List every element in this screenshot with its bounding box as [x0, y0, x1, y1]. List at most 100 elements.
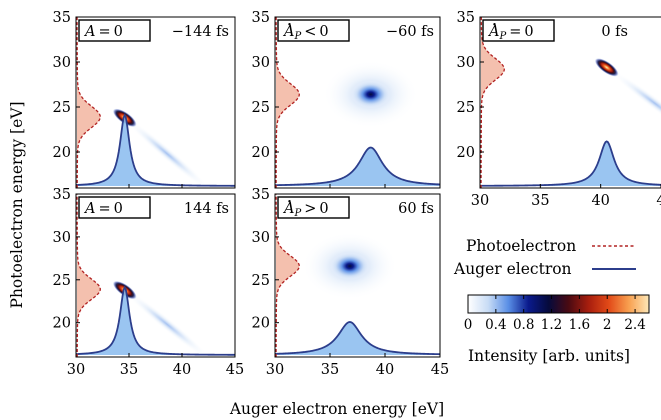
panel-label-variable: A [83, 24, 95, 40]
auger-line [275, 321, 440, 356]
auger-fill [480, 141, 661, 186]
heatmap-haze [125, 117, 210, 188]
legend: Photoelectron Auger electron [453, 237, 636, 278]
colorbar-gradient [467, 294, 650, 314]
photoelectron-line [480, 17, 505, 188]
panel-frame [274, 193, 441, 358]
colorbar-tick-label: 0.8 [513, 317, 534, 333]
y-tick-label: 30 [457, 55, 475, 71]
y-tick-label: 25 [252, 100, 270, 116]
auger-line [480, 140, 661, 187]
x-tick-label: 35 [120, 362, 138, 378]
panel-label-variable: A [282, 24, 294, 40]
panel-time: 144 fs [184, 201, 229, 217]
y-tick-label: 20 [252, 145, 270, 161]
y-axis-label: Photoelectron energy [eV] [8, 102, 26, 309]
y-tick-label: 20 [53, 316, 71, 332]
heatmap-haze [124, 289, 211, 357]
x-tick-label: 30 [471, 193, 489, 209]
panel-4: 20 25 30 35 30 35 40 45 A = 0 144 fs [53, 187, 245, 378]
panel-5: 20 25 30 35 30 35 40 45 AP >0 60 fs [252, 187, 450, 378]
panel-label: A = 0 [78, 19, 151, 42]
panel-frame [274, 16, 441, 189]
panel-label: AP = 0 [482, 19, 555, 42]
photoelectron-line [275, 17, 300, 188]
auger-line [76, 113, 235, 187]
photoelectron-line [275, 194, 300, 357]
auger-fill [275, 322, 440, 355]
y-tick-label: 20 [53, 145, 71, 161]
heatmap-haze [610, 70, 661, 137]
panel-time: 60 fs [398, 201, 434, 217]
photoelectron-fill [276, 194, 300, 357]
legend-photoelectron-label: Photoelectron [466, 237, 576, 255]
colorbar-tick-label: 1.2 [541, 317, 562, 333]
svg-text:A=0: A = 0 [83, 24, 123, 40]
photoelectron-fill [481, 17, 505, 188]
axis-labels: Photoelectron energy [eV] Auger electron… [8, 102, 444, 418]
colorbar-tick-label: 0.4 [485, 317, 506, 333]
heatmap-blob [350, 80, 391, 109]
panel-2: 20 25 30 35 AP <0 −60 fs [252, 10, 441, 189]
y-tick-label: 20 [252, 316, 270, 332]
x-tick-label: 35 [321, 362, 339, 378]
x-tick-label: 40 [376, 362, 394, 378]
svg-text:AP<0: AP <0 [282, 24, 329, 42]
colorbar-tick-label: 2.4 [624, 317, 645, 333]
y-tick-label: 35 [457, 10, 475, 26]
x-axis-label: Auger electron energy [eV] [229, 400, 444, 418]
legend-auger-label: Auger electron [453, 260, 572, 278]
auger-line [275, 146, 440, 187]
y-tick-label: 30 [252, 55, 270, 71]
panel-frame [479, 16, 661, 189]
panel-label: A = 0 [78, 196, 151, 219]
panel-frame [75, 16, 236, 189]
y-tick-label: 35 [252, 10, 270, 26]
x-tick-label: 4 [656, 193, 661, 209]
y-tick-label: 25 [53, 273, 71, 289]
x-tick-label: 45 [431, 362, 449, 378]
panel-frame [75, 193, 236, 358]
colorbar: 0 0.4 0.8 1.2 1.6 2 2.4 [464, 294, 650, 333]
y-tick-label: 25 [457, 100, 475, 116]
colorbar-tick-label: 1.6 [569, 317, 590, 333]
auger-line [76, 285, 235, 356]
y-tick-label: 25 [252, 273, 270, 289]
y-tick-label: 35 [53, 187, 71, 203]
panel-label: AP <0 [277, 19, 350, 42]
svg-text:AP=0: AP = 0 [487, 24, 534, 42]
panel-label-variable: A [83, 201, 95, 217]
panel-label-variable: A [282, 201, 294, 217]
heatmap-blob [329, 252, 370, 281]
y-tick-label: 35 [252, 187, 270, 203]
x-tick-label: 40 [173, 362, 191, 378]
y-tick-label: 30 [53, 230, 71, 246]
photoelectron-fill [77, 17, 101, 188]
photoelectron-line [76, 194, 101, 357]
x-tick-label: 30 [67, 362, 85, 378]
svg-text:AP>0: AP >0 [282, 201, 329, 219]
auger-fill [76, 287, 235, 355]
y-tick-label: 35 [53, 10, 71, 26]
colorbar-tick-label: 2 [603, 317, 612, 333]
photoelectron-fill [77, 194, 101, 357]
auger-fill [76, 115, 235, 186]
panel-time: −144 fs [172, 24, 229, 40]
y-tick-label: 20 [457, 145, 475, 161]
photoelectron-fill [276, 17, 300, 188]
svg-text:A=0: A = 0 [83, 201, 123, 217]
x-tick-label: 30 [266, 362, 284, 378]
x-tick-label: 40 [591, 193, 609, 209]
heatmap-blob [594, 58, 619, 77]
y-tick-label: 30 [252, 230, 270, 246]
x-tick-label: 45 [226, 362, 244, 378]
panel-label: AP >0 [277, 196, 350, 219]
panel-time: 0 fs [601, 24, 628, 40]
panel-3: 20 25 30 35 30 35 40 4 AP=0 0 fs [457, 10, 661, 209]
panel-label-variable: A [487, 24, 499, 40]
colorbar-tick-label: 0 [464, 317, 473, 333]
panel-1: 20 25 30 35 A = 0 −144 fs [53, 10, 236, 189]
panel-time: −60 fs [386, 24, 434, 40]
